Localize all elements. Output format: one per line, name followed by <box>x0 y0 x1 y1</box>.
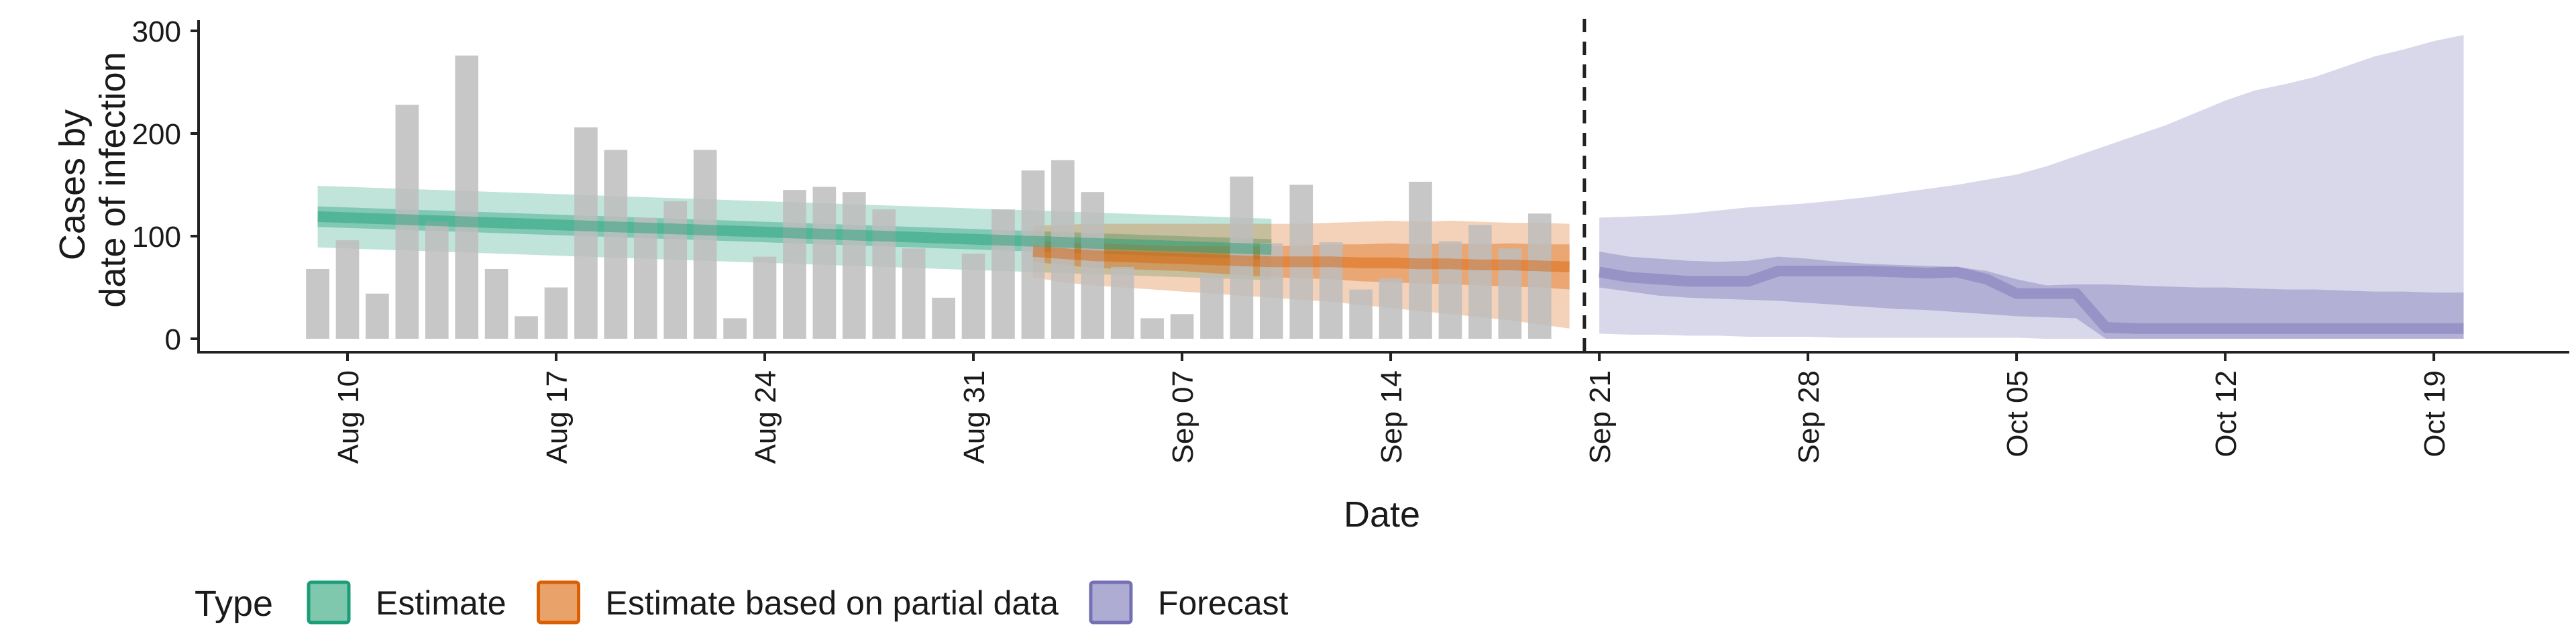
legend-swatch <box>1089 580 1133 625</box>
bar <box>366 293 389 339</box>
legend-title: Type <box>195 584 273 624</box>
bar <box>872 209 896 339</box>
bar <box>902 248 926 339</box>
bar <box>842 192 866 339</box>
x-tick-label: Oct 19 <box>2418 370 2451 458</box>
x-tick-label: Oct 05 <box>2001 370 2034 458</box>
y-axis-ticks: 0 100 200 300 <box>132 15 199 356</box>
bar <box>1230 176 1254 339</box>
x-tick-label: Aug 31 <box>958 370 991 464</box>
y-axis-title-line-2: date of infection <box>93 52 133 307</box>
bar <box>1140 318 1164 339</box>
y-tick-label: 100 <box>132 221 181 254</box>
median-line-2 <box>1598 266 2464 334</box>
bar <box>723 318 747 339</box>
legend-label: Estimate <box>376 584 506 622</box>
bar <box>455 55 479 339</box>
bar <box>1260 243 1283 339</box>
bar <box>1379 278 1403 339</box>
bar <box>693 150 717 339</box>
bar <box>633 217 657 339</box>
y-tick-label: 200 <box>132 118 181 151</box>
bar <box>1319 242 1343 339</box>
x-tick-label: Aug 24 <box>749 370 782 464</box>
bar <box>663 201 688 339</box>
legend-items: Estimate Estimate based on partial data Fo… <box>307 580 1289 625</box>
bar <box>753 256 777 339</box>
legend-label: Estimate based on partial data <box>606 584 1059 622</box>
bar <box>1468 225 1492 339</box>
bar <box>1409 181 1432 339</box>
bar <box>1110 266 1134 339</box>
bar <box>484 268 508 339</box>
bar <box>1081 192 1105 339</box>
y-axis-title: Cases by date of infection <box>52 52 133 307</box>
band-outer-2 <box>1599 35 2464 339</box>
legend-swatch <box>307 580 351 625</box>
x-axis-title: Date <box>1344 494 1420 535</box>
y-axis-title-line-1: Cases by <box>52 109 93 260</box>
median-line-1 <box>1032 246 1570 272</box>
legend-label: Forecast <box>1158 584 1289 622</box>
bar <box>991 209 1015 339</box>
x-tick-label: Aug 10 <box>332 370 365 464</box>
x-tick-label: Sep 28 <box>1792 370 1825 464</box>
bar <box>932 297 955 339</box>
bar <box>812 186 837 339</box>
x-tick-label: Sep 07 <box>1167 370 1199 464</box>
y-tick-label: 0 <box>165 323 181 356</box>
bar <box>1349 289 1373 339</box>
bar <box>544 287 568 339</box>
legend: Type Estimate Estimate based on partial d… <box>195 580 1289 625</box>
bar <box>335 240 360 339</box>
x-tick-label: Oct 12 <box>2210 370 2243 458</box>
bar <box>1498 248 1522 339</box>
bar <box>1527 213 1552 339</box>
bar <box>1289 184 1313 339</box>
bar <box>1051 160 1075 339</box>
bar <box>1200 274 1224 339</box>
y-tick-label: 300 <box>132 15 181 48</box>
legend-swatch <box>537 580 581 625</box>
x-tick-label: Sep 21 <box>1584 370 1617 464</box>
bar <box>961 254 985 339</box>
bar <box>604 150 628 339</box>
bar <box>306 268 329 339</box>
x-tick-label: Aug 17 <box>541 370 574 464</box>
bar <box>1021 170 1045 339</box>
bar <box>1438 241 1462 339</box>
x-tick-label: Sep 14 <box>1375 370 1408 464</box>
bar <box>1170 314 1194 339</box>
median-line-0 <box>317 211 1272 255</box>
x-axis-ticks: Aug 10 Aug 17 Aug 24 Aug 31 Sep 07 Sep 14 Sep … <box>332 352 2451 464</box>
bar <box>574 127 598 339</box>
bar <box>395 105 419 339</box>
median-lines <box>317 211 2464 334</box>
case-bars <box>306 55 1552 339</box>
bar <box>515 316 538 339</box>
bar <box>425 221 449 339</box>
band-inner-2 <box>1599 251 2464 339</box>
bar <box>783 190 806 339</box>
